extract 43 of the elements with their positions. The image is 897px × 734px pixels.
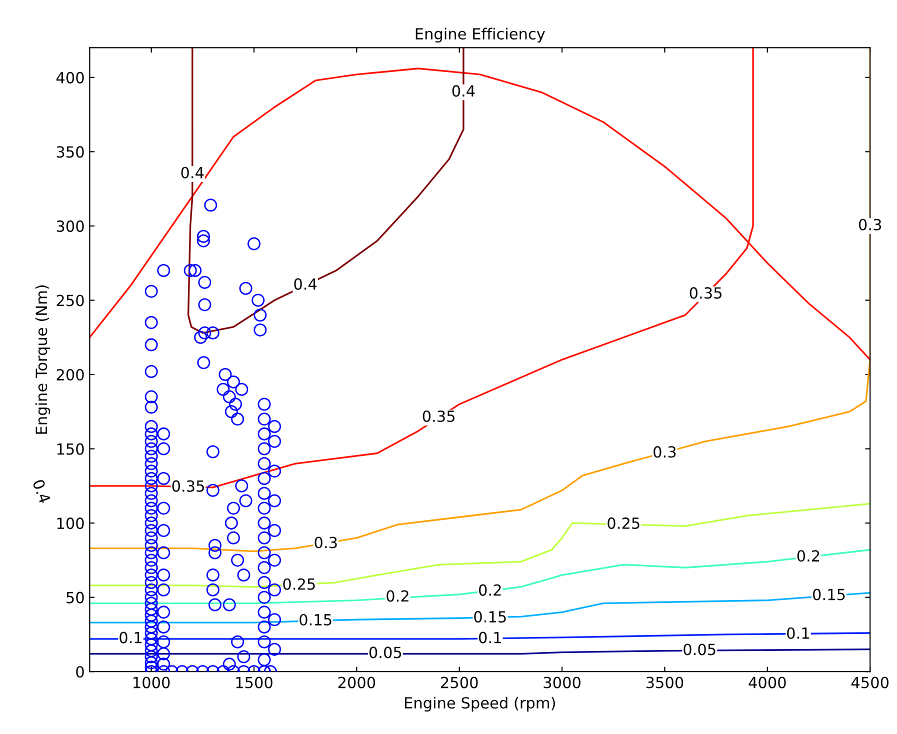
y-tick-label: 400 — [56, 72, 84, 84]
y-axis-title: Engine Torque (Nm) — [35, 285, 50, 434]
annotation: 0.15 — [474, 611, 506, 623]
y-tick-label: 250 — [56, 294, 84, 306]
y-tick-label: 50 — [66, 592, 84, 604]
annotation: 0.3 — [858, 218, 882, 230]
annotation: 0.2 — [386, 590, 408, 602]
x-axis-title: Engine Speed (rpm) — [405, 696, 555, 712]
x-tick-label: 2500 — [441, 676, 478, 688]
y-tick-label: 200 — [56, 368, 84, 381]
annotation: 0.1 — [479, 632, 501, 644]
annotation: 0.05 — [369, 646, 402, 658]
text: 0.4 — [32, 478, 51, 504]
x-tick-label: 4500 — [851, 676, 889, 688]
x-tick-label: 1000 — [134, 676, 170, 688]
annotation: 0.4 — [452, 85, 475, 97]
annotation: 0.2 — [797, 550, 820, 562]
y-tick-label: 100 — [57, 518, 84, 530]
y-tick-label: 0 — [76, 666, 84, 678]
x-tick-label: 2000 — [338, 676, 376, 688]
annotation: 0.1 — [787, 627, 809, 639]
annotation: 0.35 — [172, 480, 204, 492]
y-tick-label: 300 — [56, 220, 84, 232]
annotation: 0.2 — [479, 584, 501, 596]
annotation: 0.25 — [283, 578, 315, 590]
annotation: 0.3 — [654, 446, 676, 458]
annotation: 0.3 — [314, 536, 337, 548]
y-tick-label: 150 — [57, 443, 84, 455]
chart-title: Engine Efficiency — [416, 28, 545, 43]
x-tick-label: 3000 — [544, 676, 580, 688]
annotation: 0.35 — [422, 410, 454, 422]
annotation: 0.4 — [294, 278, 317, 290]
annotation: 0.15 — [300, 614, 332, 626]
annotation: 0.05 — [684, 644, 716, 656]
y-tick-label: 350 — [56, 146, 84, 158]
annotation: 0.15 — [813, 588, 845, 600]
annotation: 0.35 — [690, 287, 722, 299]
annotation: 0.25 — [608, 517, 640, 529]
annotation: 0.4 — [181, 166, 204, 178]
x-tick-label: 4000 — [748, 676, 786, 688]
annotation: 0.1 — [120, 632, 142, 644]
x-tick-label: 1500 — [236, 676, 272, 688]
x-tick-label: 3500 — [646, 676, 684, 688]
